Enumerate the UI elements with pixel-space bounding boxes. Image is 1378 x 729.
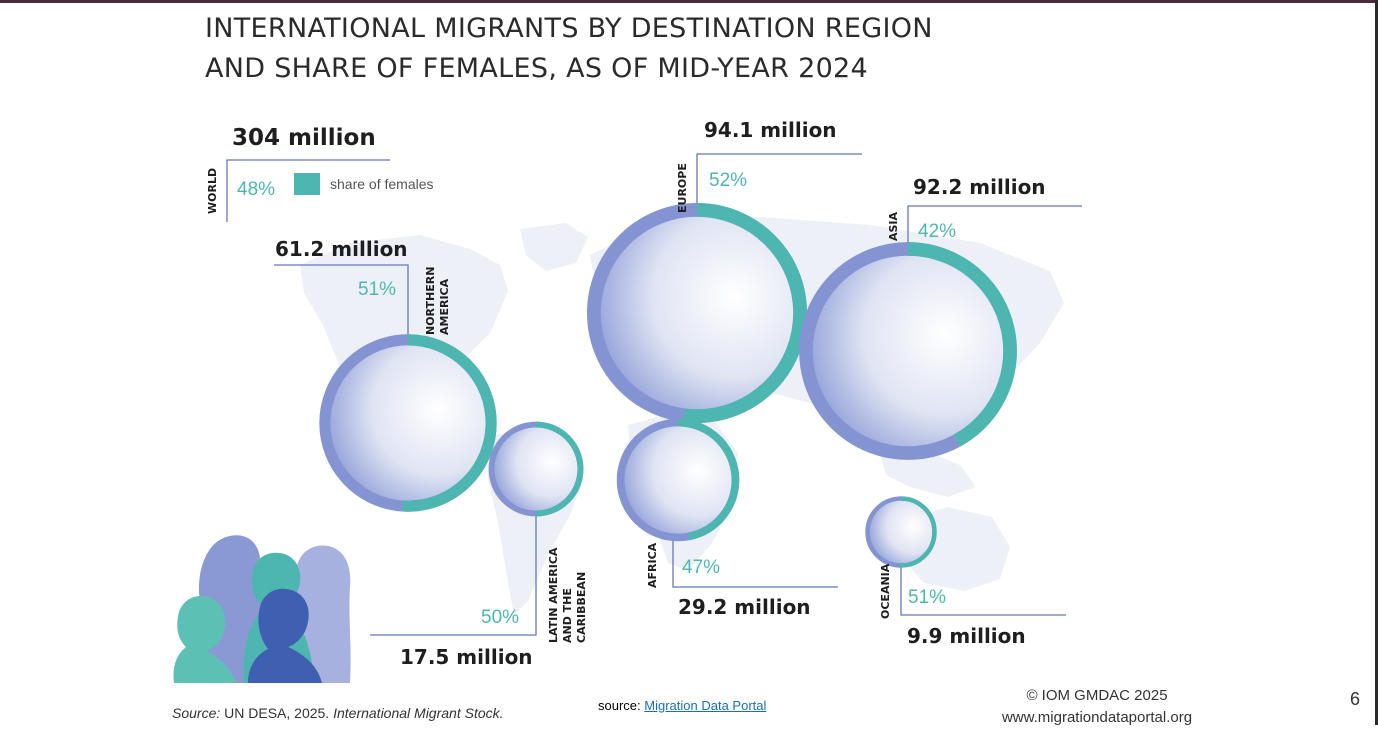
region-label-world: WORLD [206,168,219,214]
slide: INTERNATIONAL MIGRANTS BY DESTINATION RE… [0,3,1375,726]
map-southeast-asia [880,449,976,497]
connector-latin-america [370,503,537,636]
source-prefix: Source: [172,705,221,721]
right-border [1375,0,1378,725]
source-text: UN DESA, 2025. [224,705,330,721]
region-label-oceania: OCEANIA [879,563,892,619]
connector-europe [696,153,862,215]
chart-title-line-2: AND SHARE OF FEMALES, AS OF MID-YEAR 202… [205,53,869,84]
infographic: share of females 304 million 94.1 millio… [173,118,1082,683]
amount-oceania: 9.9 million [907,624,1026,648]
female-share-arc-europe [587,203,807,423]
source-publication: International Migrant Stock. [333,705,504,721]
female-share-arc-northern-america [319,334,497,512]
amount-northern-america: 61.2 million [275,237,408,261]
region-label-northern-america: NORTHERN AMERICA [424,263,451,335]
bubble-fill-asia [805,248,1011,454]
bubble-fill-africa [620,422,736,538]
connector-world [226,159,390,222]
region-label-northern-america-line-1: NORTHERN [424,267,437,335]
chart-title: INTERNATIONAL MIGRANTS BY DESTINATION RE… [205,9,933,89]
female-share-arc-asia [799,242,1017,460]
bubble-fill-oceania [867,498,935,566]
pct-oceania: 51% [908,587,946,608]
region-label-europe: EUROPE [676,163,689,213]
legend-label: share of females [330,176,434,192]
female-share-arc-africa [616,418,740,542]
migration-data-portal-link[interactable]: Migration Data Portal [644,698,767,713]
connector-northern-america [274,264,409,355]
top-border [0,0,1378,3]
amount-latin-america: 17.5 million [400,645,533,669]
page-number: 6 [1350,689,1361,709]
map-greenland [520,223,588,271]
pct-world: 48% [237,179,275,200]
pct-latin-america: 50% [481,607,519,628]
region-label-latin-america-line-3: CARIBBEAN [575,572,588,643]
region-label-oceania-line: OCEANIA [879,563,892,619]
region-label-africa-line: AFRICA [646,542,659,588]
website-text: www.migrationdataportal.org [1001,709,1193,726]
female-share-arc-oceania [865,496,937,568]
bubble-fill-northern-america [324,339,492,507]
region-label-northern-america-line-2: AMERICA [438,278,451,335]
connector-lines [226,153,1082,636]
silhouette-front-left-teal [173,595,236,683]
amount-world: 304 million [232,125,376,151]
region-label-africa: AFRICA [646,542,659,588]
bubble-fill-latin-america [491,424,581,514]
region-label-latin-america-line-1: LATIN AMERICA [547,547,560,643]
pct-northern-america: 51% [358,279,396,300]
female-share-arc-latin-america [488,421,584,517]
pct-asia: 42% [918,221,956,242]
silhouette-front-blue [248,588,322,683]
chart-title-line-1: INTERNATIONAL MIGRANTS BY DESTINATION RE… [205,13,933,44]
legend-swatch [294,173,320,195]
region-label-latin-america-line-2: AND THE [561,588,574,643]
connector-africa [672,525,838,588]
region-label-world-line: WORLD [206,168,219,214]
copyright-text: © IOM GMDAC 2025 [1026,687,1168,704]
pct-africa: 47% [682,557,720,578]
amount-asia: 92.2 million [913,175,1046,199]
region-label-latin-america: LATIN AMERICA AND THE CARIBBEAN [547,544,588,643]
women-silhouettes-illustration [173,535,351,683]
amount-africa: 29.2 million [678,595,811,619]
portal-source-prefix: source: [598,698,641,713]
amount-europe: 94.1 million [704,118,837,142]
region-label-asia-line: ASIA [887,211,900,241]
region-label-asia: ASIA [887,211,900,241]
source-citation: Source: UN DESA, 2025. International Mig… [172,705,504,721]
legend: share of females [294,173,434,195]
pct-europe: 52% [709,170,747,191]
bubble-fill-europe [593,209,801,417]
connector-oceania [900,551,1066,616]
region-bubbles [319,203,1017,568]
portal-source: source: Migration Data Portal [598,698,766,713]
region-label-europe-line: EUROPE [676,163,689,213]
copyright-block: © IOM GMDAC 2025 www.migrationdataportal… [992,685,1202,729]
